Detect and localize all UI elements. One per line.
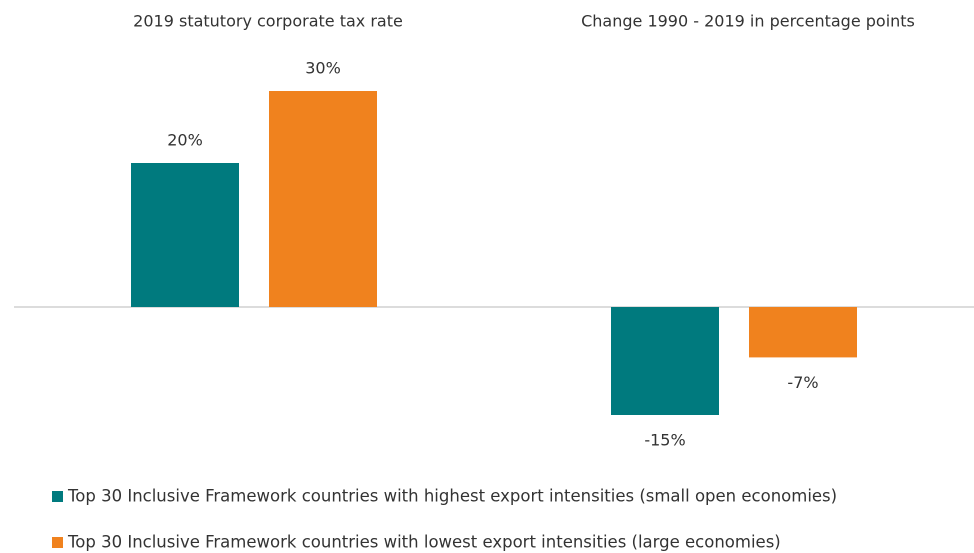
data-label: -15% bbox=[644, 431, 685, 450]
legend-swatch bbox=[52, 537, 63, 548]
data-label: 20% bbox=[167, 131, 203, 150]
legend-swatch bbox=[52, 491, 63, 502]
bar bbox=[269, 91, 377, 307]
bar bbox=[131, 163, 239, 307]
category-label: Change 1990 - 2019 in percentage points bbox=[581, 12, 915, 31]
bar bbox=[749, 307, 857, 358]
data-label: -7% bbox=[787, 373, 818, 392]
category-label: 2019 statutory corporate tax rate bbox=[133, 12, 403, 31]
data-label: 30% bbox=[305, 59, 341, 78]
bar bbox=[611, 307, 719, 415]
legend-text: Top 30 Inclusive Framework countries wit… bbox=[67, 487, 837, 506]
legend-text: Top 30 Inclusive Framework countries wit… bbox=[67, 533, 781, 552]
